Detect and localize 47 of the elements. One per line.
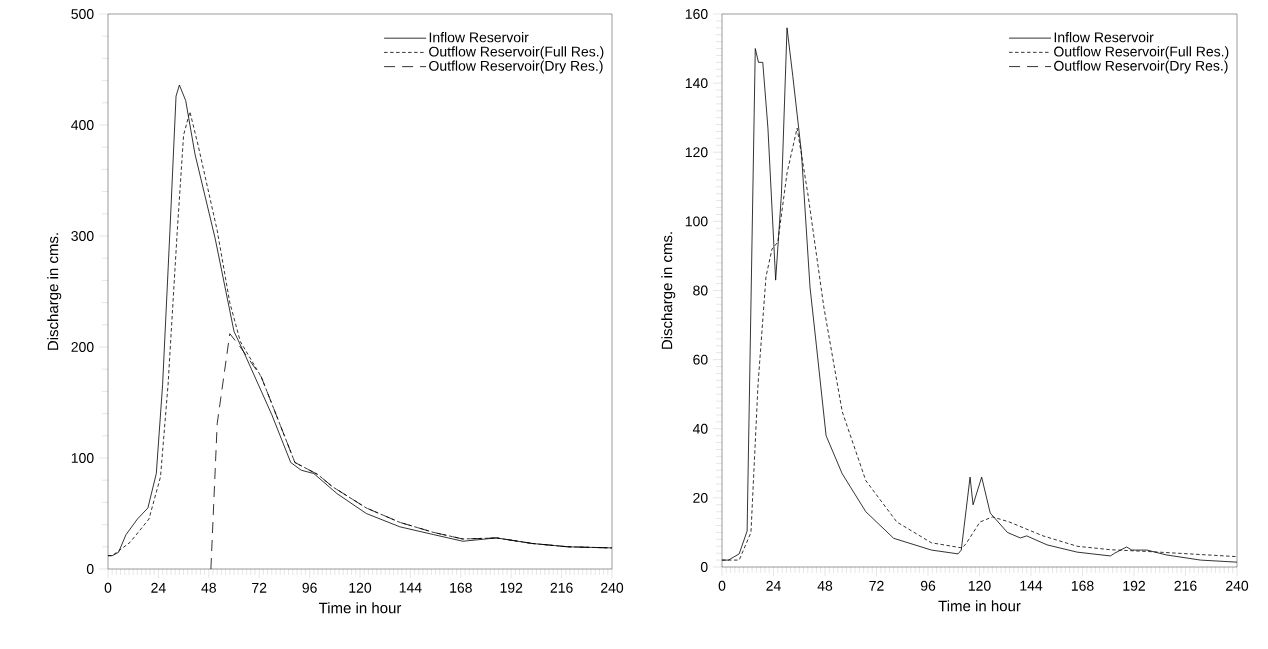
x-tick-label: 192 — [1123, 580, 1145, 591]
y-tick-label: 160 — [685, 9, 708, 19]
legend-label: Outflow Reservoir(Dry Res.) — [1054, 60, 1228, 74]
x-tick-label: 192 — [500, 582, 523, 593]
legend-label: Inflow Reservoir — [1054, 32, 1154, 43]
legend-label: Inflow Reservoir — [429, 32, 529, 43]
y-axis-title: Discharge in cms. — [47, 233, 62, 350]
x-tick-label: 120 — [968, 580, 991, 591]
x-tick-label: 48 — [817, 580, 833, 591]
y-axis-title: Discharge in cms. — [661, 232, 676, 349]
x-tick-label: 0 — [718, 580, 726, 591]
x-tick-label: 24 — [766, 580, 781, 591]
x-tick-label: 240 — [601, 582, 624, 593]
x-tick-label: 144 — [399, 582, 422, 593]
x-tick-label: 216 — [1174, 580, 1197, 591]
x-tick-label: 72 — [869, 580, 884, 591]
x-tick-label: 96 — [302, 582, 317, 593]
x-tick-label: 24 — [151, 582, 166, 593]
legend-label: Outflow Reservoir(Full Res.) — [429, 46, 604, 60]
x-tick-label: 96 — [920, 580, 936, 591]
y-tick-label: 120 — [685, 147, 708, 158]
y-tick-label: 500 — [71, 9, 94, 19]
x-tick-label: 48 — [201, 582, 216, 593]
x-axis-title: Time in hour — [938, 600, 1021, 612]
legend-label: Outflow Reservoir(Full Res.) — [1054, 46, 1229, 60]
y-tick-label: 400 — [71, 120, 94, 130]
x-tick-label: 0 — [104, 582, 112, 593]
y-tick-label: 40 — [692, 423, 708, 434]
y-tick-label: 300 — [71, 231, 94, 241]
y-tick-label: 100 — [71, 453, 94, 463]
x-tick-label: 168 — [1071, 580, 1094, 591]
x-tick-label: 72 — [252, 582, 267, 593]
x-tick-label: 216 — [550, 582, 573, 593]
y-tick-label: 20 — [693, 492, 708, 503]
y-tick-label: 0 — [700, 562, 708, 572]
x-tick-label: 168 — [450, 582, 472, 593]
y-tick-label: 60 — [693, 354, 708, 365]
x-tick-label: 120 — [349, 582, 372, 593]
y-tick-label: 0 — [86, 564, 94, 574]
y-tick-label: 200 — [71, 342, 94, 352]
legend-label: Outflow Reservoir(Dry Res.) — [429, 60, 603, 74]
y-tick-label: 100 — [685, 216, 708, 227]
y-tick-label: 140 — [685, 78, 708, 89]
x-tick-label: 240 — [1226, 580, 1249, 591]
y-tick-label: 80 — [693, 285, 708, 296]
x-tick-label: 144 — [1020, 580, 1043, 591]
x-axis-title: Time in hour — [318, 602, 402, 614]
